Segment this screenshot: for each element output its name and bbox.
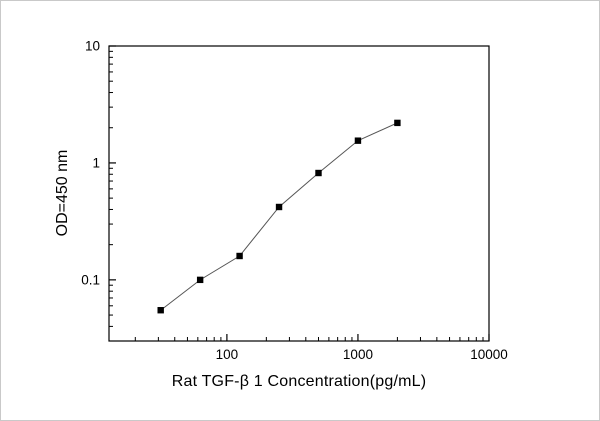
x-tick-label: 100 [216,347,239,362]
series-line [160,122,398,311]
x-axis-title: Rat TGF-β 1 Concentration(pg/mL) [171,373,427,390]
x-tick-label: 1000 [343,347,373,362]
data-point-marker [275,203,283,211]
x-tick-label: 10000 [470,347,508,362]
data-point-marker [196,276,204,284]
data-point-marker [354,137,362,144]
data-point-marker [157,307,164,314]
data-point-marker [236,252,243,260]
plot-frame [108,45,490,342]
y-axis-title: OD=450 nm [54,149,71,237]
y-tick-label: 10 [85,39,100,54]
y-tick-label: 0.1 [81,272,100,287]
data-point-marker [315,169,322,177]
y-tick-label: 1 [92,155,100,170]
data-point-marker [394,119,401,127]
